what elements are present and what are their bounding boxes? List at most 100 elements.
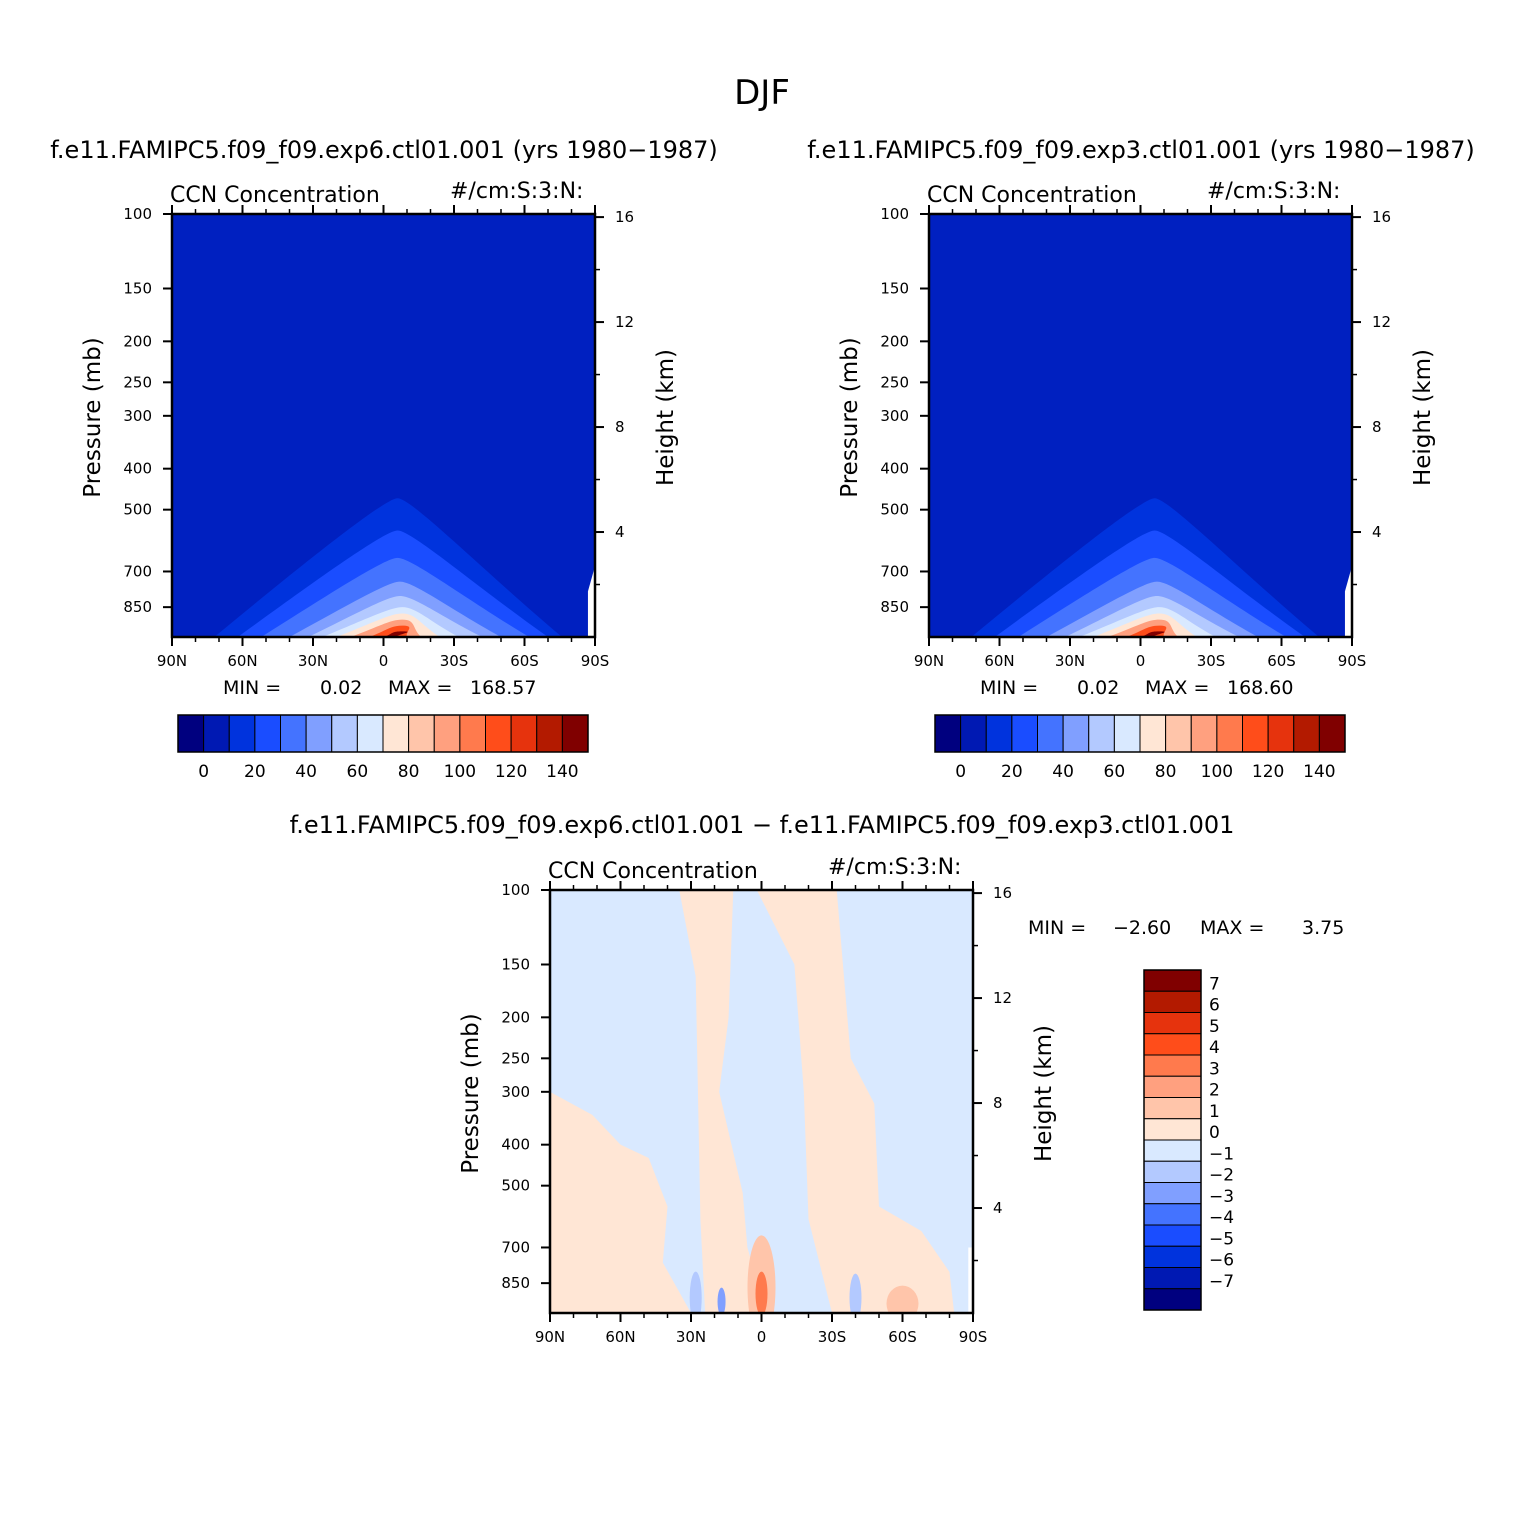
panel-1-min-value: 0.02 bbox=[320, 677, 362, 699]
colorbar-box bbox=[934, 714, 962, 753]
panel-3-max-value: 3.75 bbox=[1302, 917, 1344, 939]
y-tick-label: 500 bbox=[123, 501, 152, 519]
y2-tick-label: 8 bbox=[993, 1094, 1003, 1112]
y-tick-label: 850 bbox=[123, 598, 152, 616]
panel-3-min-label: MIN = bbox=[1028, 917, 1086, 939]
colorbar-box bbox=[1011, 714, 1038, 753]
panel-1-plot: 90N 60N 30N 0 30S 60S 90S 100 150 200 250 300 400 500… bbox=[80, 205, 679, 670]
colorbar-box bbox=[331, 714, 358, 753]
y-tick-label: 300 bbox=[880, 407, 909, 425]
colorbar-label: −7 bbox=[1209, 1272, 1234, 1292]
panel-2-units: #/cm:S:3:N: bbox=[1207, 179, 1340, 204]
colorbar-box bbox=[1143, 1245, 1202, 1268]
x-tick-label: 90S bbox=[1338, 652, 1367, 670]
colorbar-box bbox=[1190, 714, 1218, 753]
x-tick-label: 60S bbox=[510, 652, 539, 670]
colorbar-label: −5 bbox=[1209, 1229, 1234, 1249]
figure-title: DJF bbox=[734, 73, 790, 113]
contour-band-9 bbox=[383, 631, 408, 637]
y-tick-label: 200 bbox=[880, 332, 909, 350]
colorbar-label: 140 bbox=[546, 762, 578, 782]
colorbar-label: −3 bbox=[1209, 1187, 1234, 1207]
y-tick-label: 150 bbox=[501, 955, 530, 973]
negative-anomaly-28n bbox=[689, 1271, 702, 1313]
colorbar-frame bbox=[934, 714, 1346, 753]
panel-3-title: f.e11.FAMIPC5.f09_f09.exp6.ctl01.001 − f… bbox=[290, 811, 1235, 839]
y-tick-label: 200 bbox=[123, 332, 152, 350]
y-tick-label: 250 bbox=[123, 373, 152, 391]
panel-1-title: f.e11.FAMIPC5.f09_f09.exp6.ctl01.001 (yr… bbox=[50, 136, 718, 164]
y-tick-label: 150 bbox=[880, 279, 909, 297]
colorbar-box bbox=[228, 714, 256, 753]
colorbar-box bbox=[1216, 714, 1243, 753]
plot-fill bbox=[550, 890, 973, 1313]
y2-tick-label: 12 bbox=[1372, 313, 1391, 331]
y-axis-title: Pressure (mb) bbox=[458, 1013, 484, 1173]
x-tick-label: 30S bbox=[440, 652, 469, 670]
colorbar-label: 1 bbox=[1209, 1102, 1220, 1122]
panel-2-variable: CCN Concentration bbox=[927, 183, 1137, 208]
y-tick-label: 250 bbox=[880, 373, 909, 391]
y2-tick-label: 12 bbox=[615, 313, 634, 331]
panel-1-colorbar: 0 20 40 60 80 100 120 140 bbox=[177, 714, 589, 782]
colorbar-box bbox=[1143, 969, 1202, 992]
y-tick-label: 400 bbox=[123, 460, 152, 478]
x-tick-label: 30N bbox=[1055, 652, 1085, 670]
colorbar-box bbox=[1037, 714, 1064, 753]
y-tick-label: 700 bbox=[501, 1238, 530, 1256]
colorbar-box bbox=[985, 714, 1013, 753]
colorbar-label: 20 bbox=[244, 762, 266, 782]
y2-tick-label: 8 bbox=[615, 418, 625, 436]
colorbar-box bbox=[1143, 990, 1202, 1013]
colorbar-label: 6 bbox=[1209, 996, 1220, 1016]
colorbar-box bbox=[1139, 714, 1167, 753]
panel-1-max-label: MAX = bbox=[388, 677, 452, 699]
panel-2-title: f.e11.FAMIPC5.f09_f09.exp3.ctl01.001 (yr… bbox=[807, 136, 1475, 164]
panel-1-units: #/cm:S:3:N: bbox=[450, 179, 583, 204]
y-tick-label: 100 bbox=[501, 881, 530, 899]
colorbar-label: −2 bbox=[1209, 1166, 1234, 1186]
y-axis-title: Pressure (mb) bbox=[837, 337, 863, 497]
colorbar-box bbox=[1318, 714, 1346, 753]
colorbar-label: −4 bbox=[1209, 1208, 1234, 1228]
x-tick-label: 0 bbox=[1136, 652, 1146, 670]
colorbar-label: 120 bbox=[1252, 762, 1284, 782]
plot-fill bbox=[929, 214, 1352, 637]
colorbar-box bbox=[382, 714, 410, 753]
y-tick-label: 200 bbox=[501, 1008, 530, 1026]
colorbar-label: 2 bbox=[1209, 1081, 1220, 1101]
colorbar-box bbox=[177, 714, 205, 753]
x-tick-label: 90N bbox=[914, 652, 944, 670]
colorbar-box bbox=[1143, 1097, 1202, 1120]
x-tick-label: 90S bbox=[959, 1328, 988, 1346]
colorbar-label: 140 bbox=[1303, 762, 1335, 782]
panel-3-plot: 90N 60N 30N 0 30S 60S 90S 100 150 200 250 300 400 500… bbox=[458, 881, 1057, 1346]
colorbar-box bbox=[1165, 714, 1192, 753]
colorbar-label: 40 bbox=[1052, 762, 1074, 782]
colorbar-box bbox=[280, 714, 307, 753]
y-tick-label: 300 bbox=[501, 1083, 530, 1101]
positive-anomaly-core bbox=[755, 1271, 768, 1313]
colorbar-label: 7 bbox=[1209, 974, 1220, 994]
colorbar-box bbox=[254, 714, 281, 753]
panel-3-max-label: MAX = bbox=[1200, 917, 1264, 939]
panel-2-max-value: 168.60 bbox=[1227, 677, 1293, 699]
y2-tick-label: 16 bbox=[993, 884, 1012, 902]
colorbar-label: −1 bbox=[1209, 1144, 1234, 1164]
colorbar-box bbox=[510, 714, 538, 753]
x-tick-label: 90N bbox=[535, 1328, 565, 1346]
colorbar-box bbox=[536, 714, 563, 753]
x-tick-label: 60N bbox=[227, 652, 257, 670]
y2-axis-title: Height (km) bbox=[653, 349, 679, 486]
colorbar-box bbox=[1143, 1224, 1202, 1247]
y2-tick-label: 16 bbox=[1372, 208, 1391, 226]
panel-2-min-label: MIN = bbox=[980, 677, 1038, 699]
colorbar-box bbox=[1143, 1033, 1202, 1056]
colorbar-label: 0 bbox=[1209, 1123, 1220, 1143]
y-tick-label: 100 bbox=[123, 205, 152, 223]
colorbar-box bbox=[1088, 714, 1115, 753]
y-tick-label: 150 bbox=[123, 279, 152, 297]
y-axis-title: Pressure (mb) bbox=[80, 337, 106, 497]
